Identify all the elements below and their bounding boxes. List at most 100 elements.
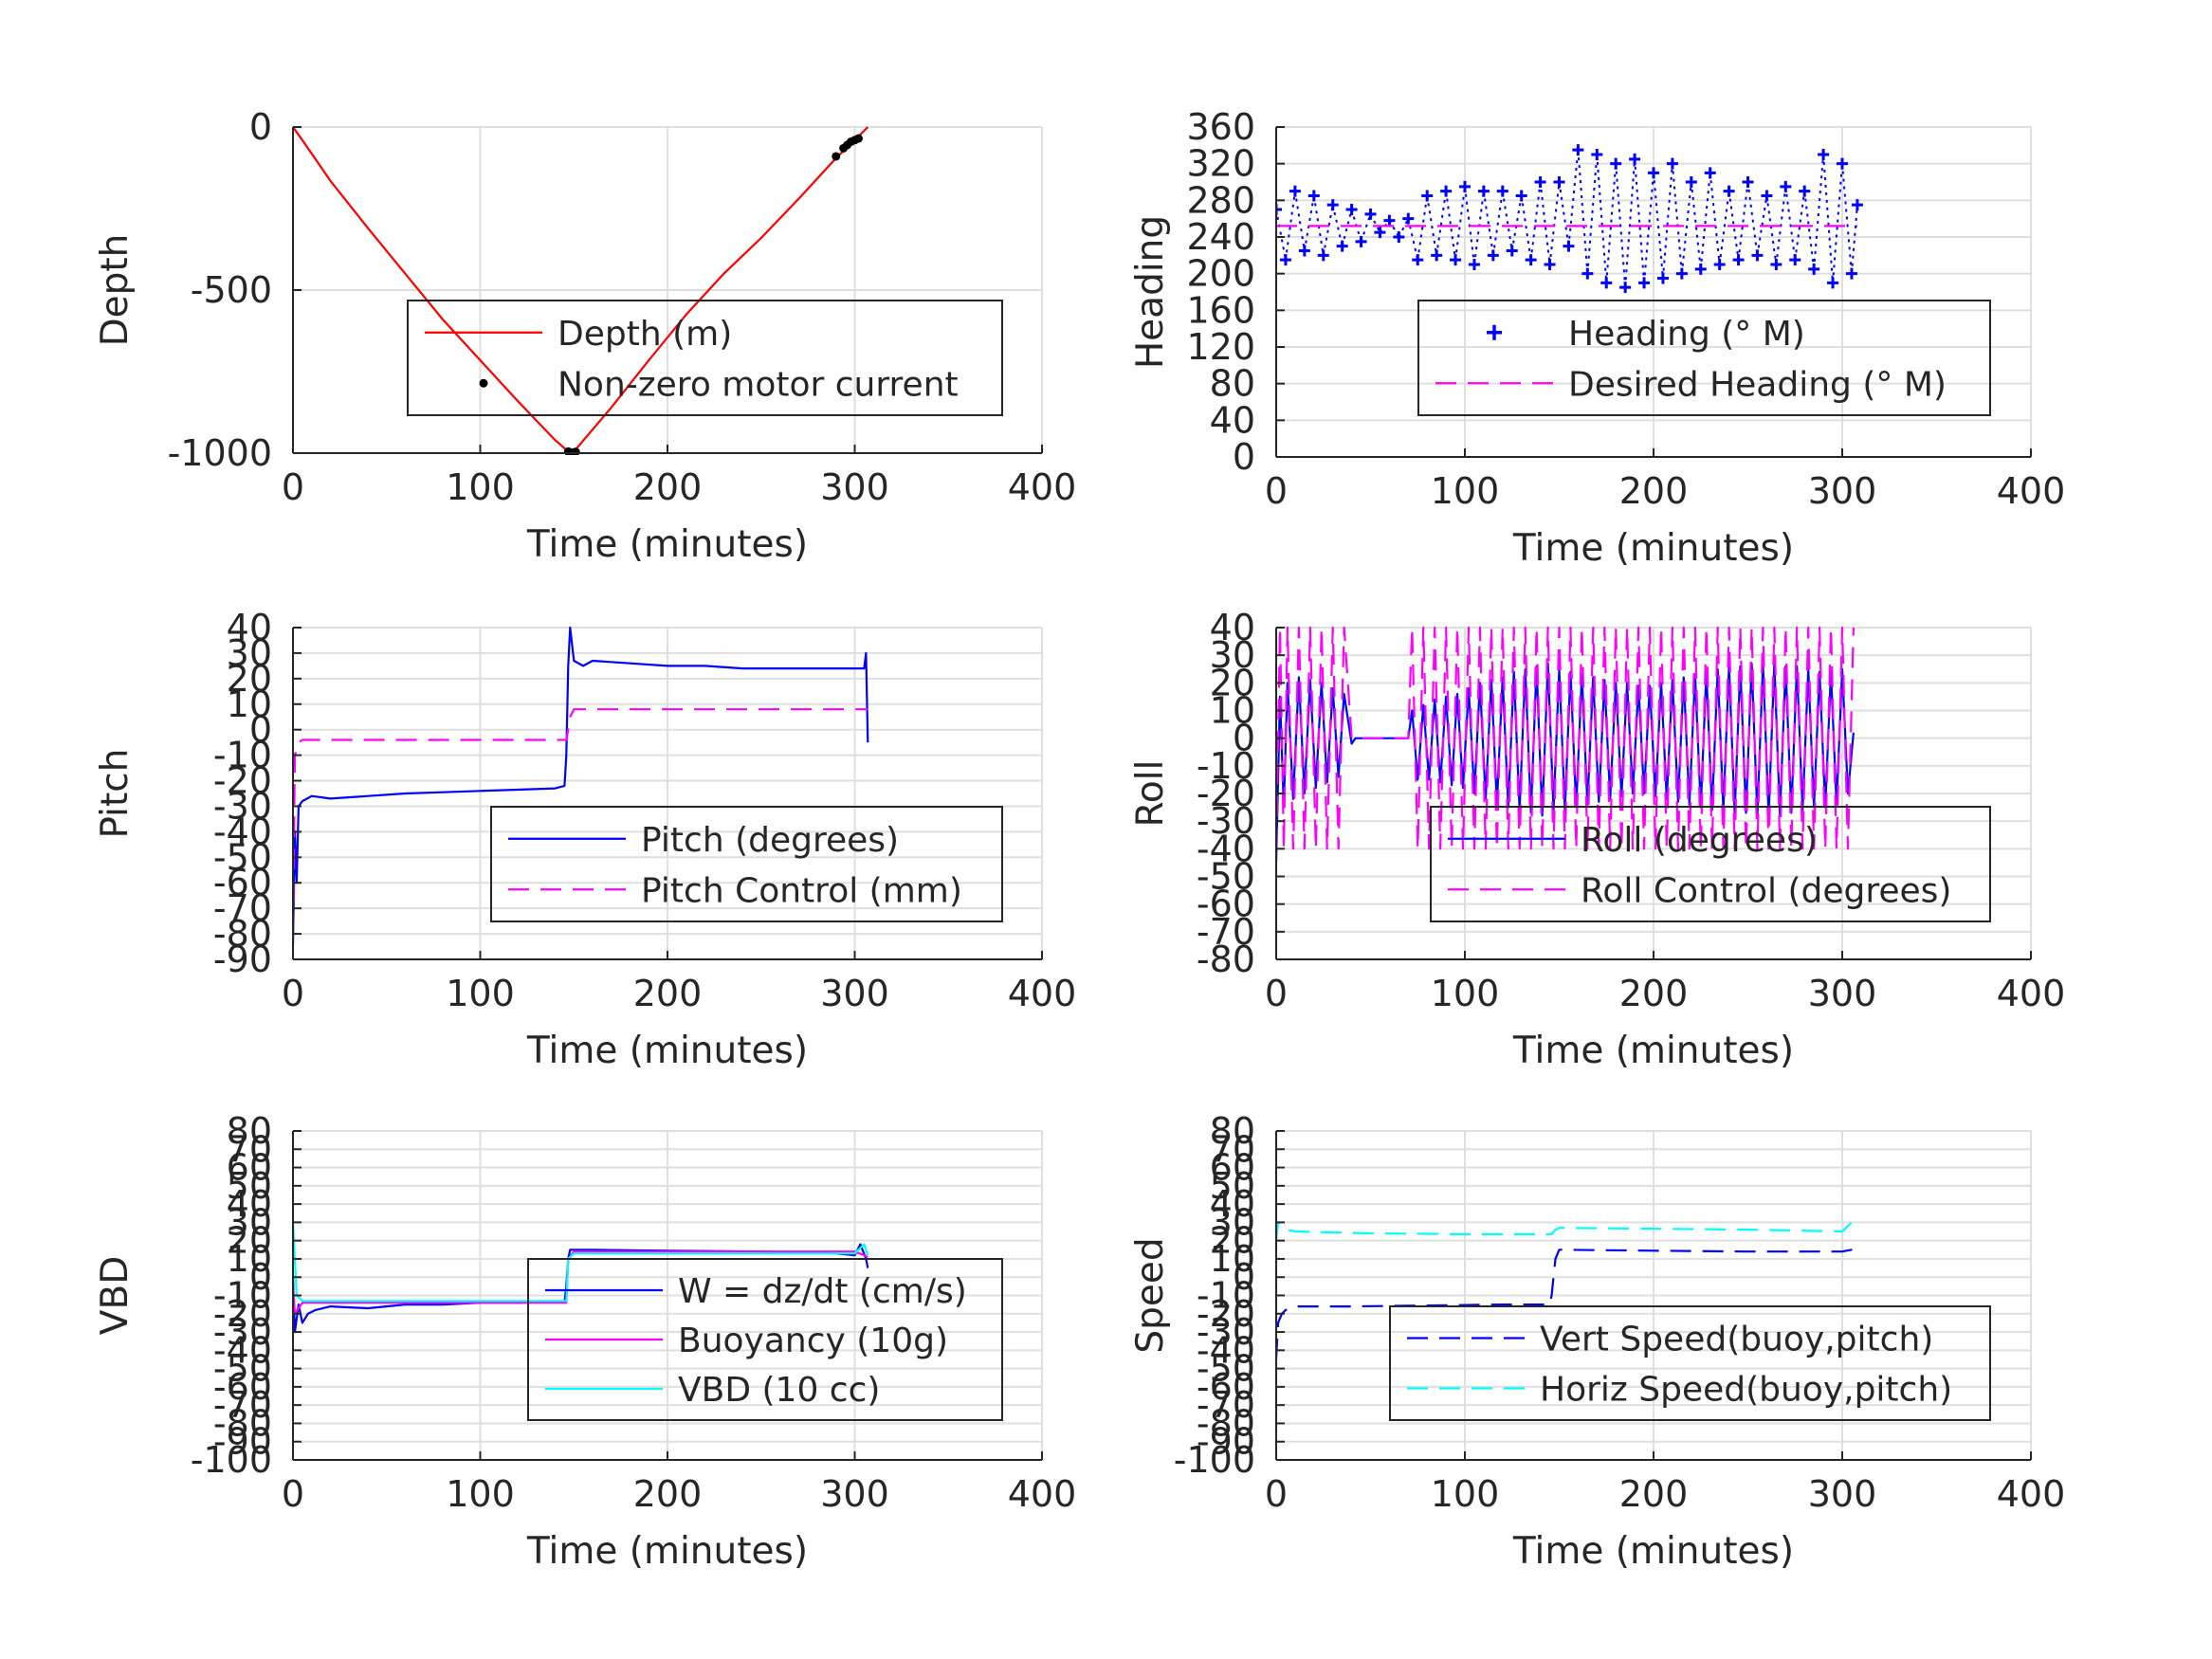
x-tick-label: 100 <box>446 1473 515 1515</box>
series-heading-m-trace <box>1718 191 1730 265</box>
series-group <box>293 626 869 947</box>
y-axis-label: Roll <box>1129 760 1172 828</box>
y-tick-label: 40 <box>1210 1183 1255 1225</box>
legend-box <box>407 300 1003 416</box>
legend-box <box>1430 806 1991 922</box>
x-tick-label: 400 <box>1997 1473 2066 1515</box>
y-tick-label: 30 <box>1210 1201 1255 1243</box>
y-tick-label: 0 <box>249 709 272 751</box>
y-tick-label: 10 <box>227 1238 272 1280</box>
y-tick-label: 10 <box>1210 690 1255 732</box>
y-tick-label: 60 <box>227 1147 272 1189</box>
y-tick-label: -70 <box>213 887 272 929</box>
series-heading-m-trace <box>1699 173 1711 269</box>
series-heading-m-trace <box>1510 195 1523 251</box>
y-tick-label: 40 <box>227 607 272 648</box>
x-tick-label: 400 <box>1008 1473 1077 1515</box>
y-tick-label: 80 <box>227 1110 272 1152</box>
legend-box <box>527 1258 1003 1421</box>
legend: Pitch (degrees) Pitch Control (mm) <box>490 806 1003 922</box>
x-tick-label: 100 <box>1431 973 1500 1014</box>
y-tick-label: -30 <box>213 1311 272 1353</box>
chart-panel-3: 0 100 200 300 400403020100-10-20-30-40-50-60… <box>1129 607 2065 1072</box>
legend-label: Roll (degrees) <box>1581 821 1818 860</box>
y-tick-label: 360 <box>1186 106 1255 148</box>
legend: Depth (m) Non-zero motor current <box>407 300 1003 416</box>
series-heading-m-trace <box>1491 191 1504 256</box>
y-tick-label: -80 <box>213 913 272 955</box>
x-tick-label: 0 <box>282 1473 304 1515</box>
y-tick-label: -30 <box>213 785 272 827</box>
y-axis-label: Speed <box>1129 1237 1172 1353</box>
y-tick-label: 0 <box>249 106 272 148</box>
y-tick-label: 70 <box>227 1128 272 1170</box>
y-tick-label: -1000 <box>168 432 272 474</box>
y-tick-label: 20 <box>1210 662 1255 703</box>
series-heading-m-trace <box>1303 195 1315 251</box>
y-tick-label: -100 <box>1174 1439 1255 1481</box>
series-heading-m-trace <box>1653 173 1664 279</box>
series-heading-m-point <box>1619 282 1632 294</box>
y-tick-label: -80 <box>213 1402 272 1444</box>
y-tick-label: -70 <box>1197 911 1255 953</box>
y-tick-label: -100 <box>191 1439 272 1481</box>
series-heading-m-trace <box>1832 163 1843 283</box>
legend: Vert Speed(buoy,pitch) Horiz Speed(buoy,p… <box>1389 1305 1991 1421</box>
y-tick-label: 80 <box>1210 1110 1255 1152</box>
series-heading-m-trace <box>1529 181 1542 261</box>
y-tick-label: -10 <box>1197 745 1255 787</box>
legend-box <box>1417 300 1991 416</box>
legend-label: Horiz Speed(buoy,pitch) <box>1540 1371 1952 1410</box>
y-tick-label: -60 <box>1197 1366 1255 1408</box>
series-heading-m-trace <box>1388 220 1400 238</box>
x-tick-label: 200 <box>1619 470 1689 512</box>
y-tick-label: 60 <box>1210 1147 1255 1189</box>
x-tick-label: 300 <box>820 1473 889 1515</box>
y-tick-label: 40 <box>227 1183 272 1225</box>
legend-label: Pitch Control (mm) <box>641 871 962 910</box>
chart-panel-0: 0 100 200 300 400 0 -500 -1000 Time (minutes) Dep… <box>94 106 1076 566</box>
x-tick-label: 100 <box>446 466 515 508</box>
series-heading-m-trace <box>1577 150 1589 274</box>
legend-label: Heading (° M) <box>1568 315 1805 354</box>
series-heading-m-trace <box>1369 213 1381 233</box>
x-tick-label: 200 <box>1619 1473 1689 1515</box>
x-tick-label: 200 <box>633 466 703 508</box>
series-heading-m-trace <box>1596 154 1608 283</box>
x-tick-label: 400 <box>1997 470 2066 512</box>
x-tick-label: 400 <box>1997 973 2066 1014</box>
x-tick-label: 300 <box>1808 470 1877 512</box>
y-tick-label: 280 <box>1186 179 1255 221</box>
series-heading-m-trace <box>1605 163 1618 283</box>
x-axis-label: Time (minutes) <box>1512 527 1794 570</box>
series-non-zero-motor-current-point <box>571 447 580 455</box>
y-tick-label: 0 <box>1233 436 1255 478</box>
chart-panel-4: 0 100 200 300 40080706050403020100-10-20-30-… <box>94 1110 1076 1573</box>
series-heading-m-trace <box>1322 204 1334 256</box>
x-axis-label: Time (minutes) <box>526 1030 808 1072</box>
series-heading-m-trace <box>1360 213 1372 243</box>
y-tick-label: 80 <box>1210 363 1255 405</box>
series-heading-m-point <box>1780 180 1792 192</box>
legend-swatch <box>1487 324 1502 340</box>
series-heading-m-trace <box>1426 195 1438 256</box>
chart-panel-5: 0 100 200 300 40080706050403020100-10-20-30-… <box>1129 1110 2065 1573</box>
series-heading-m-trace <box>1643 173 1654 283</box>
series-heading-m-trace <box>1803 191 1816 269</box>
series-heading-m-trace <box>1398 218 1410 238</box>
legend-label: Roll Control (degrees) <box>1581 871 1951 910</box>
y-tick-label: -10 <box>213 1275 272 1317</box>
legend-swatch <box>479 378 488 388</box>
y-tick-label: 40 <box>1210 607 1255 648</box>
y-tick-label: 120 <box>1186 326 1255 368</box>
x-tick-label: 100 <box>446 973 515 1014</box>
y-tick-label: -80 <box>1197 1402 1255 1444</box>
y-tick-label: -70 <box>1197 1384 1255 1426</box>
series-heading-m-trace <box>1680 181 1692 274</box>
x-tick-label: 400 <box>1008 466 1077 508</box>
series-heading-m-trace <box>1634 158 1646 283</box>
series-heading-m-trace <box>1435 191 1448 256</box>
series-heading-m-trace <box>1822 154 1835 283</box>
y-tick-label: -10 <box>1197 1275 1255 1317</box>
